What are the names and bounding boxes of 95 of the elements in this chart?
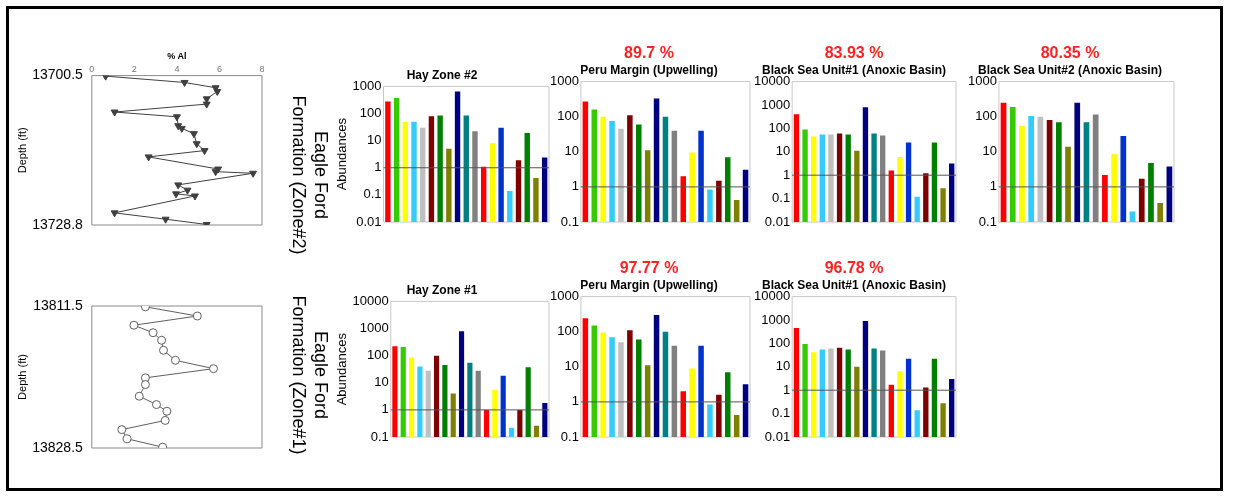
point xyxy=(170,355,180,365)
point xyxy=(209,364,218,374)
point xyxy=(180,79,189,87)
y-axis-title: Abundances xyxy=(334,332,350,406)
y-tick-label: 100 xyxy=(367,347,389,363)
y-tick-label: 13828.5 xyxy=(32,438,84,455)
chart-subtitle: 80.35 % xyxy=(1040,44,1100,62)
point xyxy=(161,216,170,224)
x-axis-title: % Al xyxy=(167,50,187,61)
point xyxy=(200,148,209,156)
point xyxy=(202,101,211,109)
chart-title: Peru Margin (Upwelling) xyxy=(580,62,718,77)
text: Formation (Zone#1) xyxy=(289,295,310,455)
y-tick-label: 13700.5 xyxy=(32,66,84,83)
x-tick-label: 8 xyxy=(259,63,265,74)
y-tick-label: 0.1 xyxy=(370,428,389,444)
y-tick-label: 10 xyxy=(564,358,579,374)
y-tick-label: 1 xyxy=(381,401,389,417)
point xyxy=(172,114,181,122)
y-tick-label: 10 xyxy=(374,374,389,390)
y-tick-label: 1000 xyxy=(352,77,382,93)
point xyxy=(159,345,168,355)
y-tick-label: 100 xyxy=(975,108,997,124)
y-tick-label: 1 xyxy=(782,381,791,397)
y-tick-label: 100 xyxy=(768,119,791,135)
y-axis-title: Abundances xyxy=(334,117,350,191)
x-tick-label: 2 xyxy=(131,63,137,74)
chart-subtitle: 97.77 % xyxy=(619,259,679,277)
point xyxy=(140,380,150,390)
y-tick-label: 13728.8 xyxy=(32,215,84,232)
text: Eagle Ford xyxy=(311,130,332,220)
y-tick-label: 100 xyxy=(557,323,579,339)
point xyxy=(191,193,199,201)
y-tick-label: 100 xyxy=(557,108,579,124)
y-tick-label: 1000 xyxy=(761,311,791,327)
point xyxy=(117,425,127,435)
y-tick-label: 10 xyxy=(564,143,579,159)
point xyxy=(162,406,172,416)
y-tick-label: 1 xyxy=(571,178,579,194)
y-tick-label: 10000 xyxy=(352,292,389,308)
y-tick-label: 10 xyxy=(367,132,382,148)
chart-subtitle: 83.93 % xyxy=(824,44,884,62)
y-tick-label: 100 xyxy=(359,105,382,121)
chart-title: Peru Margin (Upwelling) xyxy=(580,277,718,292)
point xyxy=(144,154,153,162)
y-tick-label: 100 xyxy=(768,334,791,350)
y-tick-label: 0.01 xyxy=(764,428,791,444)
point xyxy=(172,191,181,199)
point xyxy=(129,320,139,330)
y-tick-label: 10 xyxy=(775,358,791,374)
x-tick-label: 6 xyxy=(216,63,222,74)
point xyxy=(249,170,258,178)
y-axis-title: Depth (ft) xyxy=(15,127,28,174)
y-tick-label: 0.01 xyxy=(764,213,791,229)
y-tick-label: 1000 xyxy=(550,73,579,89)
chart-subtitle: 96.78 % xyxy=(824,259,884,277)
y-tick-label: 0.1 xyxy=(772,405,791,421)
point xyxy=(151,400,161,410)
text: Eagle Ford xyxy=(311,330,332,420)
y-tick-label: 13811.5 xyxy=(33,296,84,313)
x-tick-label: 4 xyxy=(174,63,180,74)
y-tick-label: 0.1 xyxy=(772,190,791,206)
point xyxy=(189,131,198,139)
text: Formation (Zone#2) xyxy=(289,95,310,255)
point xyxy=(122,434,132,444)
y-tick-label: 0.1 xyxy=(363,186,382,202)
y-tick-label: 10 xyxy=(775,143,791,159)
point xyxy=(192,141,201,149)
chart-subtitle: 89.7 % xyxy=(624,44,674,62)
y-tick-label: 1 xyxy=(989,178,997,194)
point xyxy=(174,182,183,190)
chart-title: Hay Zone #2 xyxy=(406,67,478,82)
y-tick-label: 0.1 xyxy=(560,428,579,444)
y-axis-title: Depth (ft) xyxy=(15,354,28,400)
y-tick-label: 1 xyxy=(374,159,382,175)
y-tick-label: 0.1 xyxy=(560,213,579,229)
point xyxy=(134,391,144,401)
y-tick-label: 10 xyxy=(982,143,997,159)
chart-title: Hay Zone #1 xyxy=(406,282,478,297)
y-tick-label: 0.1 xyxy=(978,213,997,229)
y-tick-label: 1 xyxy=(782,166,791,182)
point xyxy=(110,210,119,218)
point xyxy=(183,187,192,195)
y-tick-label: 0.01 xyxy=(356,213,382,229)
x-tick-label: 0 xyxy=(89,63,95,74)
point xyxy=(148,328,158,338)
point xyxy=(213,88,222,96)
y-tick-label: 1 xyxy=(571,393,579,409)
point xyxy=(110,109,119,117)
point xyxy=(160,415,170,425)
y-tick-label: 1000 xyxy=(761,96,791,112)
point xyxy=(157,335,167,345)
y-tick-label: 1000 xyxy=(359,320,389,336)
y-tick-label: 1000 xyxy=(550,288,579,304)
point xyxy=(192,311,202,321)
